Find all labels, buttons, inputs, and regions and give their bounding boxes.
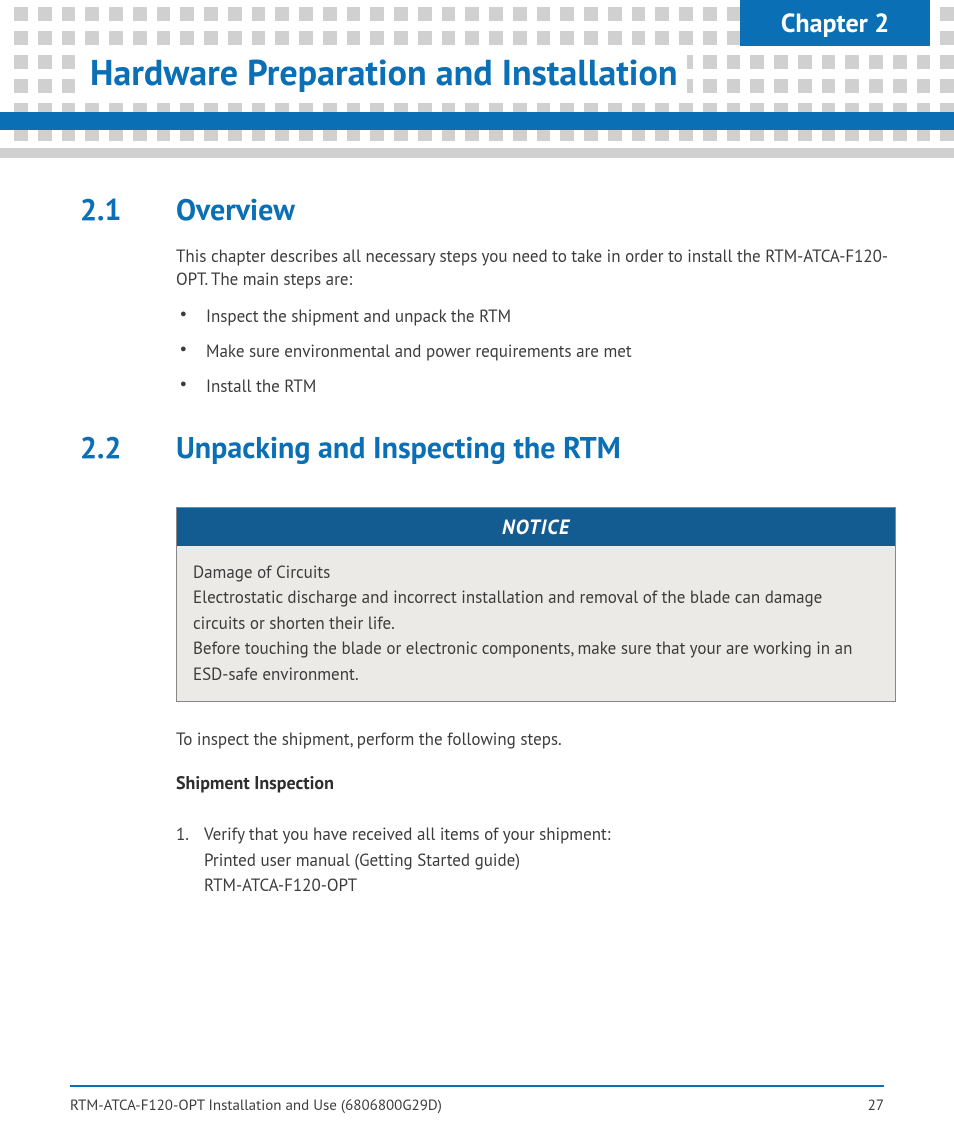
notice-header: NOTICE <box>177 508 895 546</box>
footer-page-number: 27 <box>868 1096 884 1115</box>
header-gray-bar <box>0 148 954 158</box>
section-header: 2.1 Overview <box>80 190 880 229</box>
step-line: Verify that you have received all items … <box>204 823 611 845</box>
section-number: 2.1 <box>80 190 138 229</box>
footer-rule <box>70 1085 884 1087</box>
footer-left: RTM-ATCA-F120-OPT Installation and Use (… <box>70 1096 442 1115</box>
paragraph: To inspect the shipment, perform the fol… <box>176 728 896 751</box>
section-body: This chapter describes all necessary ste… <box>176 245 896 398</box>
step-line: RTM-ATCA-F120-OPT <box>204 874 357 896</box>
section-number: 2.2 <box>80 428 138 467</box>
chapter-tab: Chapter 2 <box>740 0 930 46</box>
list-item: Install the RTM <box>176 375 896 398</box>
step-number: 1. <box>176 822 196 899</box>
notice-line: Damage of Circuits <box>193 561 330 583</box>
chapter-tab-label: Chapter 2 <box>781 7 889 40</box>
chapter-title: Hardware Preparation and Installation <box>80 48 687 95</box>
list-item: Make sure environmental and power requir… <box>176 340 896 363</box>
notice-line: Before touching the blade or electronic … <box>193 637 852 685</box>
section-body: NOTICE Damage of Circuits Electrostatic … <box>176 507 896 899</box>
page-content: 2.1 Overview This chapter describes all … <box>80 190 880 905</box>
section-header: 2.2 Unpacking and Inspecting the RTM <box>80 428 880 467</box>
header-blue-bar <box>0 112 954 130</box>
intro-paragraph: This chapter describes all necessary ste… <box>176 245 896 291</box>
list-item: Inspect the shipment and unpack the RTM <box>176 305 896 328</box>
step-text: Verify that you have received all items … <box>204 822 611 899</box>
notice-box: NOTICE Damage of Circuits Electrostatic … <box>176 507 896 703</box>
bullet-list: Inspect the shipment and unpack the RTM … <box>176 305 896 398</box>
notice-line: Electrostatic discharge and incorrect in… <box>193 586 822 634</box>
subheading: Shipment Inspection <box>176 771 896 794</box>
section-title: Unpacking and Inspecting the RTM <box>176 428 621 467</box>
notice-body: Damage of Circuits Electrostatic dischar… <box>177 546 895 702</box>
numbered-step: 1. Verify that you have received all ite… <box>176 822 896 899</box>
step-line: Printed user manual (Getting Started gui… <box>204 849 520 871</box>
section-title: Overview <box>176 190 295 229</box>
